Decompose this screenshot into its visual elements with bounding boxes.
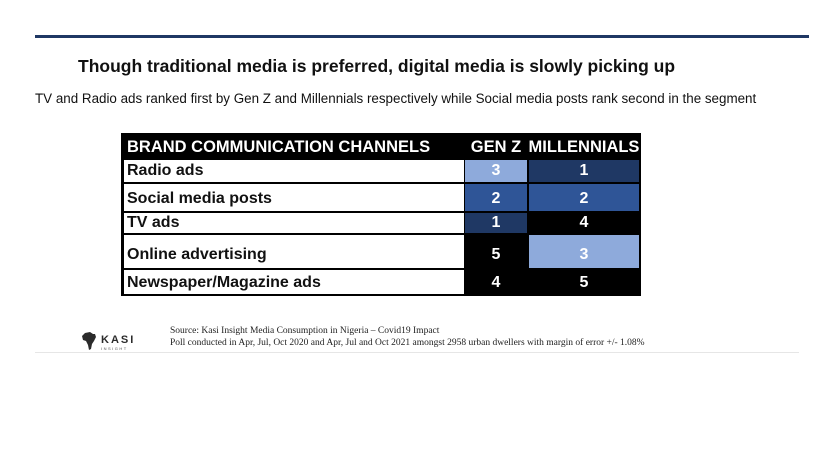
channels-table: BRAND COMMUNICATION CHANNELS GEN Z MILLE…	[121, 133, 641, 296]
row-label-newspaper-magazine-ads: Newspaper/Magazine ads	[124, 270, 464, 294]
footer-divider	[35, 352, 799, 353]
cell-millennials-social-media-posts: 2	[529, 184, 639, 211]
row-label-online-advertising: Online advertising	[124, 235, 464, 268]
africa-map-icon	[82, 332, 96, 350]
cell-gen-z-social-media-posts: 2	[465, 184, 527, 211]
subheadline: TV and Radio ads ranked first by Gen Z a…	[35, 91, 757, 106]
header-gen-z: GEN Z	[470, 138, 522, 156]
cell-millennials-tv-ads: 4	[529, 213, 639, 233]
logo-brand: KASI	[101, 334, 135, 346]
top-divider	[35, 35, 809, 38]
cell-gen-z-newspaper-magazine-ads: 4	[465, 270, 527, 294]
cell-millennials-radio-ads: 1	[529, 160, 639, 182]
row-label-social-media-posts: Social media posts	[124, 184, 464, 211]
cell-gen-z-radio-ads: 3	[465, 160, 527, 182]
cell-gen-z-tv-ads: 1	[465, 213, 527, 233]
kasi-logo: KASI INSIGHT	[82, 332, 135, 351]
logo-tagline: INSIGHT	[101, 346, 128, 351]
source-line-2: Poll conducted in Apr, Jul, Oct 2020 and…	[170, 338, 645, 348]
source-note: Source: Kasi Insight Media Consumption i…	[170, 325, 645, 349]
row-label-radio-ads: Radio ads	[124, 160, 464, 182]
row-label-tv-ads: TV ads	[124, 213, 464, 233]
headline: Though traditional media is preferred, d…	[78, 56, 676, 76]
cell-millennials-newspaper-magazine-ads: 5	[529, 270, 639, 294]
header-millennials: MILLENNIALS	[528, 138, 640, 156]
cell-gen-z-online-advertising: 5	[465, 235, 527, 268]
source-line-1: Source: Kasi Insight Media Consumption i…	[170, 326, 440, 336]
cell-millennials-online-advertising: 3	[529, 235, 639, 268]
header-channels: BRAND COMMUNICATION CHANNELS	[127, 138, 431, 156]
